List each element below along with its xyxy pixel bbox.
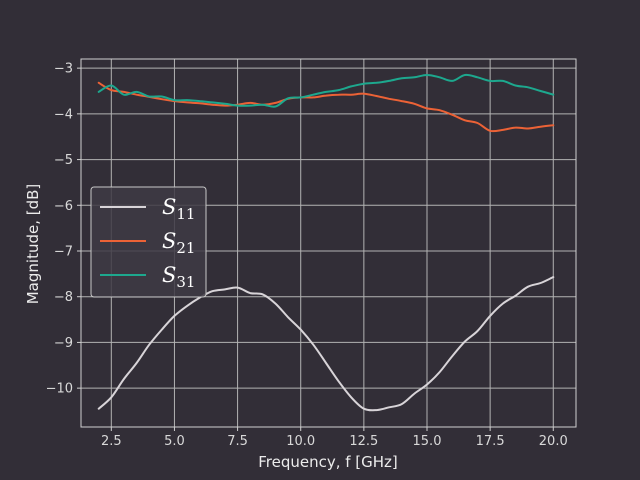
y-tick-label: −10 <box>46 382 73 397</box>
y-tick-label: −4 <box>54 107 73 122</box>
x-tick-label: 2.5 <box>101 434 122 449</box>
series-line-s31 <box>97 73 555 108</box>
x-tick-label: 15.0 <box>413 434 442 449</box>
legend-box <box>90 186 207 298</box>
x-tick-label: 12.5 <box>349 434 378 449</box>
y-tick-label: −7 <box>54 245 73 260</box>
x-tick-label: 5.0 <box>164 434 185 449</box>
x-tick-label: 17.5 <box>476 434 505 449</box>
legend-label-s31: S31 <box>162 263 195 291</box>
y-axis-label: Magnitude, [dB] <box>24 184 42 305</box>
series-line-s21 <box>97 81 555 133</box>
series-line-s11 <box>97 276 555 412</box>
x-tick-label: 10.0 <box>286 434 315 449</box>
y-tick-label: −5 <box>54 153 73 168</box>
x-tick-label: 7.5 <box>227 434 248 449</box>
y-tick-label: −8 <box>54 290 73 305</box>
x-axis-label: Frequency, f [GHz] <box>258 453 398 471</box>
y-tick-label: −9 <box>54 336 73 351</box>
x-tick-label: 20.0 <box>539 434 568 449</box>
series-lines <box>97 73 555 412</box>
y-tick-label: −6 <box>54 199 73 214</box>
plot-area-frame <box>80 58 577 428</box>
axis-ticks: 2.5 5.0 7.5 10.0 12.5 15.0 17.5 20.0 −3 −4 −5 −6 −7 −… <box>46 62 568 449</box>
y-tick-label: −3 <box>54 62 73 77</box>
